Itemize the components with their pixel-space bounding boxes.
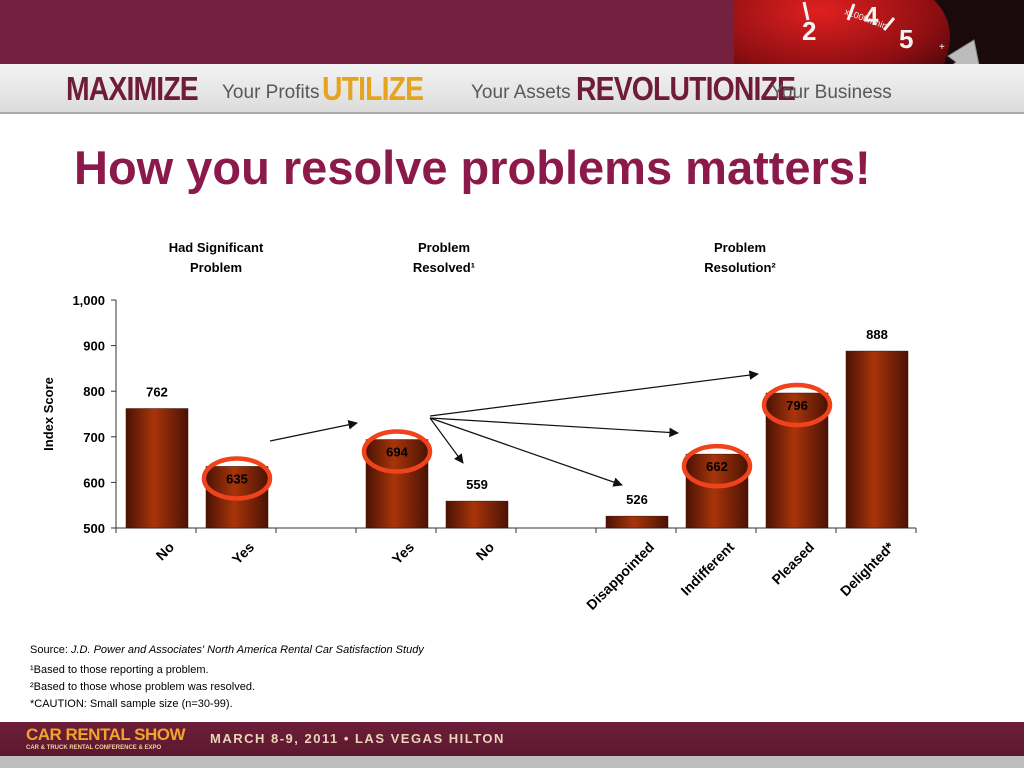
group-header-line2: Problem: [190, 260, 242, 275]
tagline-phrase-business: Your Business: [771, 82, 892, 103]
y-tick-label: 800: [83, 384, 105, 399]
trend-arrow: [429, 417, 623, 487]
source-text: J.D. Power and Associates' North America…: [70, 644, 424, 656]
trend-arrow: [269, 420, 358, 442]
highlight-circle: [681, 443, 753, 489]
x-category-label: Delighted*: [837, 538, 898, 599]
group-header-line1: Problem: [714, 240, 766, 255]
highlight-circle: [201, 456, 273, 501]
y-tick-label: 700: [83, 430, 105, 445]
x-category-label: No: [153, 539, 178, 564]
y-tick-label: 600: [83, 475, 105, 490]
x-category-label: Disappointed: [583, 539, 657, 613]
bar: [445, 500, 509, 529]
footnote-2: ²Based to those whose problem was resolv…: [30, 681, 256, 693]
group-header-line2: Resolution²: [704, 260, 776, 275]
tagline-word-utilize: UTILIZE: [322, 70, 424, 107]
x-category-label: No: [473, 539, 498, 564]
bar: [365, 439, 429, 529]
data-label: 796: [786, 398, 808, 413]
bar-chart: 500 600 700 800 900 1,000 Index Score Had Signi…: [41, 240, 917, 613]
bar: [845, 350, 909, 529]
bar: [685, 453, 749, 529]
data-label: 694: [386, 445, 408, 460]
svg-text:2: 2: [802, 16, 816, 46]
group-header-line1: Problem: [418, 240, 470, 255]
group-header-line1: Had Significant: [169, 240, 264, 255]
speedometer-graphic: 2 4 5 x1000r/min +: [734, 0, 1024, 110]
footer-event-text: MARCH 8-9, 2011 • LAS VEGAS HILTON: [210, 731, 505, 746]
footer-brand-subtitle: CAR & TRUCK RENTAL CONFERENCE & EXPO: [26, 745, 162, 751]
tagline-word-revolutionize: REVOLUTIONIZE: [576, 70, 796, 107]
x-category-label: Pleased: [768, 539, 817, 588]
tagline-bar: [0, 64, 1024, 114]
footnote-3: *CAUTION: Small sample size (n=30-99).: [30, 698, 233, 710]
x-category-label: Yes: [229, 539, 258, 568]
y-tick-label: 500: [83, 521, 105, 536]
source-note: Source: J.D. Power and Associates' North…: [30, 644, 424, 656]
svg-text:+: +: [939, 42, 945, 53]
data-label: 635: [226, 471, 248, 486]
svg-text:5: 5: [899, 24, 913, 54]
trend-arrow: [429, 370, 759, 417]
trend-arrow: [429, 417, 464, 464]
footer-brand-logo: CAR RENTAL SHOW: [26, 725, 186, 744]
highlight-circle: [761, 382, 833, 428]
bar: [125, 408, 189, 529]
footnote-1: ¹Based to those reporting a problem.: [30, 664, 209, 676]
x-category-label: Yes: [389, 539, 418, 568]
svg-text:4: 4: [864, 1, 879, 31]
data-label: 888: [866, 327, 888, 342]
page-title: How you resolve problems matters!: [74, 141, 871, 194]
trend-arrow: [429, 417, 679, 438]
bar: [765, 392, 829, 529]
source-prefix: Source:: [30, 644, 68, 656]
x-category-label: Indifferent: [677, 539, 737, 599]
y-tick-label: 900: [83, 339, 105, 354]
bar: [605, 515, 669, 529]
footer-stripe: [0, 756, 1024, 768]
group-header-line2: Resolved¹: [413, 260, 475, 275]
data-label: 662: [706, 459, 728, 474]
tagline-phrase-assets: Your Assets: [471, 82, 571, 103]
tagline-word-maximize: MAXIMIZE: [66, 70, 199, 107]
y-axis-label: Index Score: [41, 377, 56, 451]
data-label: 762: [146, 385, 168, 400]
tagline-phrase-profits: Your Profits: [222, 82, 320, 103]
y-tick-label: 1,000: [72, 293, 105, 308]
data-label: 526: [626, 492, 648, 507]
highlight-circle: [361, 429, 433, 474]
data-label: 559: [466, 477, 488, 492]
